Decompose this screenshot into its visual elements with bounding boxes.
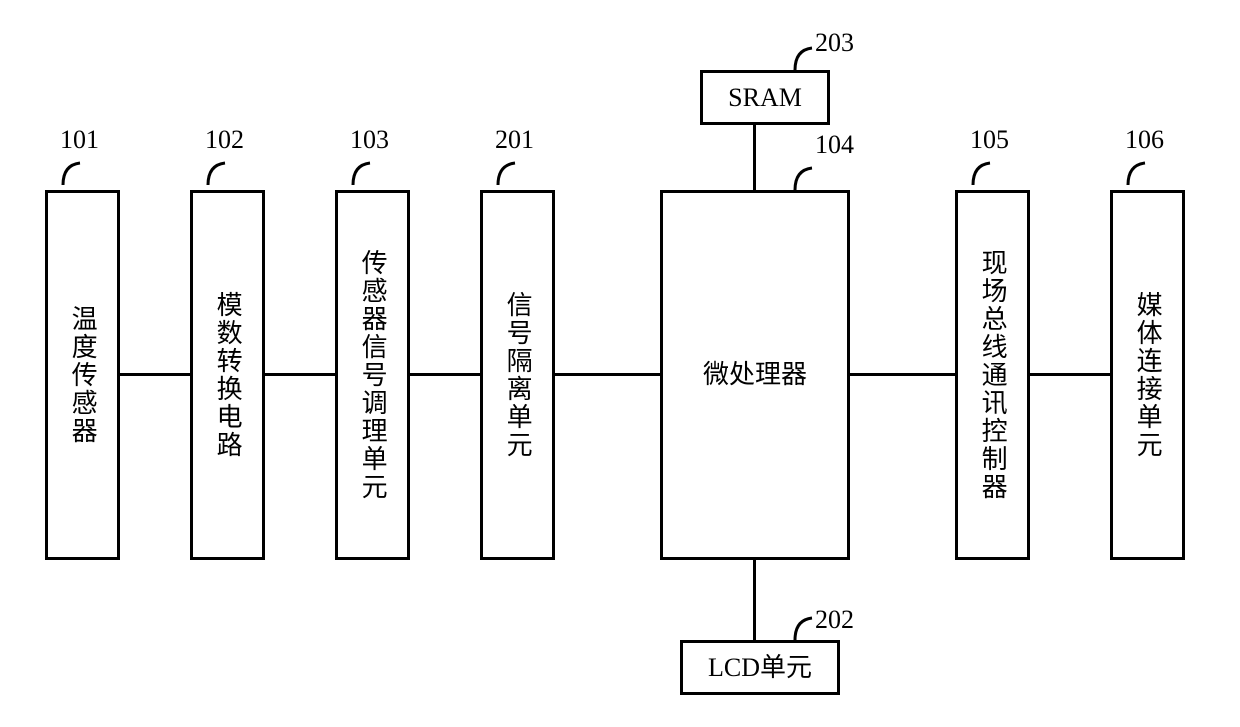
ref-mark-105 [968, 155, 998, 190]
ref-mark-202 [790, 612, 820, 642]
node-202-label: LCD单元 [708, 652, 812, 683]
ref-mark-103 [348, 155, 378, 190]
node-106-media-connection: 媒体连接单元 [1110, 190, 1185, 560]
node-102-ref: 102 [205, 125, 244, 155]
node-106-ref: 106 [1125, 125, 1164, 155]
node-201-signal-isolation: 信号隔离单元 [480, 190, 555, 560]
node-104-microprocessor: 微处理器 [660, 190, 850, 560]
node-203-label: SRAM [728, 82, 802, 113]
edge-105-106 [1030, 373, 1110, 376]
node-104-label: 微处理器 [703, 359, 807, 390]
node-103-ref: 103 [350, 125, 389, 155]
node-105-ref: 105 [970, 125, 1009, 155]
node-104-ref: 104 [815, 130, 854, 160]
edge-201-104 [555, 373, 660, 376]
node-201-label: 信号隔离单元 [502, 291, 533, 459]
node-101-label: 温度传感器 [67, 305, 98, 445]
node-106-label: 媒体连接单元 [1132, 291, 1163, 459]
node-101-temperature-sensor: 温度传感器 [45, 190, 120, 560]
node-203-sram: SRAM [700, 70, 830, 125]
node-105-label: 现场总线通讯控制器 [977, 249, 1008, 501]
node-102-label: 模数转换电路 [212, 291, 243, 459]
node-101-ref: 101 [60, 125, 99, 155]
node-202-lcd-unit: LCD单元 [680, 640, 840, 695]
ref-mark-104 [790, 160, 820, 195]
node-203-ref: 203 [815, 28, 854, 58]
node-105-fieldbus-controller: 现场总线通讯控制器 [955, 190, 1030, 560]
ref-mark-201 [493, 155, 523, 190]
edge-104-202 [753, 560, 756, 640]
node-103-sensor-signal-conditioning: 传感器信号调理单元 [335, 190, 410, 560]
edge-103-201 [410, 373, 480, 376]
edge-101-102 [120, 373, 190, 376]
ref-mark-203 [790, 40, 820, 75]
ref-mark-101 [58, 155, 88, 190]
node-202-ref: 202 [815, 605, 854, 635]
node-103-label: 传感器信号调理单元 [357, 249, 388, 501]
edge-203-104 [753, 125, 756, 190]
block-diagram: 温度传感器 101 模数转换电路 102 传感器信号调理单元 103 信号隔离单… [0, 0, 1240, 727]
node-102-adc-circuit: 模数转换电路 [190, 190, 265, 560]
edge-102-103 [265, 373, 335, 376]
ref-mark-106 [1123, 155, 1153, 190]
edge-104-105 [850, 373, 955, 376]
node-201-ref: 201 [495, 125, 534, 155]
ref-mark-102 [203, 155, 233, 190]
